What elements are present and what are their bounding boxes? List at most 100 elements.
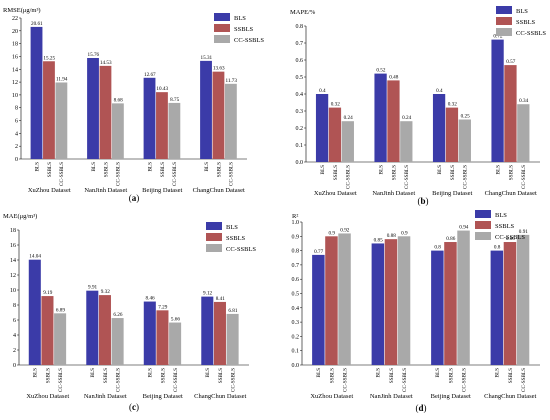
bar-cc-ssbls xyxy=(224,83,237,159)
category-label: Beijing Dataset xyxy=(143,393,183,400)
bar-bls xyxy=(315,94,329,162)
bar-cc-ssbls xyxy=(226,313,239,365)
x-tick-label: BLS xyxy=(378,165,384,175)
bar-bls xyxy=(143,77,156,159)
panel-label: (d) xyxy=(415,403,426,413)
x-tick-label: SSBLS xyxy=(218,368,224,383)
bar-ssbls xyxy=(99,65,112,159)
y-tick-label: 0 xyxy=(13,363,16,369)
legend-label: BLS xyxy=(516,8,528,15)
x-tick-label: BLS xyxy=(495,165,501,175)
x-tick-label: CC-SSBLS xyxy=(402,368,408,392)
x-tick-label: BLS xyxy=(320,165,326,175)
bar-value-label: 9.12 xyxy=(203,291,212,297)
x-tick-label: CC-SSBLS xyxy=(404,165,410,189)
y-tick-label: 8 xyxy=(13,303,16,309)
bar-value-label: 0.25 xyxy=(461,114,470,120)
category-label: Beijing Dataset xyxy=(142,187,182,194)
bar-value-label: 5.66 xyxy=(171,317,180,323)
x-tick-label: SSBLS xyxy=(45,368,51,383)
x-tick-label: CC-SSBLS xyxy=(173,368,179,392)
legend-swatch xyxy=(214,13,230,21)
bar-value-label: 0.85 xyxy=(374,237,383,243)
chart-panel-3: 0 2 4 6 8 10 12 14 16 18 MAE(μg/m³) 14.04 BLS 9.19 SSB… xyxy=(3,213,256,412)
x-tick-label: SSBLS xyxy=(450,165,456,180)
bar-value-label: 9.19 xyxy=(43,290,52,296)
category-label: ChangChun Dataset xyxy=(484,393,536,400)
legend: BLS SSBLS CC-SSBLS xyxy=(214,13,264,44)
x-tick-label: BLS xyxy=(376,368,382,378)
legend-label: CC-SSBLS xyxy=(516,30,546,37)
bar-bls xyxy=(491,39,504,162)
bar-cc-ssbls xyxy=(111,103,124,159)
category-label: XuZhou Dataset xyxy=(28,187,71,194)
bar-cc-ssbls xyxy=(341,121,354,162)
y-axis-label: RMSE(μg/m³) xyxy=(3,7,41,14)
category-label: NanJinh Dataset xyxy=(372,190,415,197)
bar-value-label: 8.75 xyxy=(170,97,179,103)
bar-bls xyxy=(28,259,41,365)
category-label: ChangChun Dataset xyxy=(194,393,246,400)
bar-cc-ssbls xyxy=(168,102,181,159)
bar-cc-ssbls xyxy=(55,82,68,159)
y-tick-label: 18 xyxy=(12,42,18,48)
bar-value-label: 12.67 xyxy=(144,72,156,78)
bar-value-label: 8.68 xyxy=(114,97,123,103)
legend-swatch xyxy=(496,17,512,25)
y-tick-label: 6 xyxy=(15,119,18,125)
x-tick-label: CC-SSBLS xyxy=(172,162,178,186)
legend-label: SSBLS xyxy=(234,26,254,33)
bar-bls xyxy=(312,254,325,365)
y-tick-label: 10 xyxy=(12,93,18,99)
bar-bls xyxy=(371,243,385,365)
bar-cc-ssbls xyxy=(169,322,182,365)
x-tick-label: BLS xyxy=(437,165,443,175)
x-tick-label: BLS xyxy=(435,368,441,378)
bar-value-label: 14.04 xyxy=(29,254,41,260)
bar-value-label: 0.57 xyxy=(506,59,515,65)
x-tick-label: CC-SSBLS xyxy=(115,368,121,392)
y-tick-label: 2 xyxy=(13,348,16,354)
category-label: XuZhou Dataset xyxy=(310,393,353,400)
x-tick-label: BLS xyxy=(34,162,40,172)
y-tick-label: 0.1 xyxy=(296,143,304,149)
y-tick-label: 0.6 xyxy=(296,58,304,64)
y-tick-label: 0.4 xyxy=(296,92,304,98)
bar-value-label: 0.34 xyxy=(519,98,528,104)
bar-value-label: 6.81 xyxy=(228,308,237,314)
y-axis-label: R² xyxy=(292,213,298,220)
bar-value-label: 14.53 xyxy=(100,60,112,66)
category-label: XuZhou Dataset xyxy=(26,393,69,400)
bar-ssbls xyxy=(504,65,517,162)
legend-label: SSBLS xyxy=(495,223,515,230)
y-tick-label: 0.0 xyxy=(296,160,304,166)
y-tick-label: 0.9 xyxy=(292,234,300,240)
bar-ssbls xyxy=(384,239,398,365)
y-tick-label: 10 xyxy=(10,288,16,294)
bar-value-label: 0.9 xyxy=(329,230,336,236)
x-tick-label: SSBLS xyxy=(47,162,53,177)
y-tick-label: 0.7 xyxy=(296,41,304,47)
bar-ssbls xyxy=(445,107,459,162)
chart-panel-1: 0 2 4 6 8 10 12 14 16 18 20 22 RMSE(μg/m³) 20.61 BLS 15… xyxy=(3,7,264,203)
bar-value-label: 0.24 xyxy=(402,115,411,121)
x-tick-label: CC-SSBLS xyxy=(229,162,235,186)
x-tick-label: SSBLS xyxy=(448,368,454,383)
bar-cc-ssbls xyxy=(338,233,351,365)
y-tick-label: 12 xyxy=(10,273,16,279)
bar-bls xyxy=(374,73,387,162)
bar-value-label: 0.32 xyxy=(448,102,457,108)
legend-swatch xyxy=(475,221,491,229)
legend-label: SSBLS xyxy=(226,235,246,242)
legend-label: CC-SSBLS xyxy=(495,234,525,241)
bar-value-label: 0.77 xyxy=(314,249,323,255)
bar-value-label: 6.89 xyxy=(56,307,65,313)
x-tick-label: CC-SSBLS xyxy=(59,162,65,186)
legend-label: SSBLS xyxy=(516,19,536,26)
bar-value-label: 11.94 xyxy=(56,76,68,82)
bar-value-label: 13.63 xyxy=(213,66,225,72)
bar-cc-ssbls xyxy=(54,313,67,365)
x-tick-label: SSBLS xyxy=(103,368,109,383)
legend-swatch xyxy=(206,244,222,252)
